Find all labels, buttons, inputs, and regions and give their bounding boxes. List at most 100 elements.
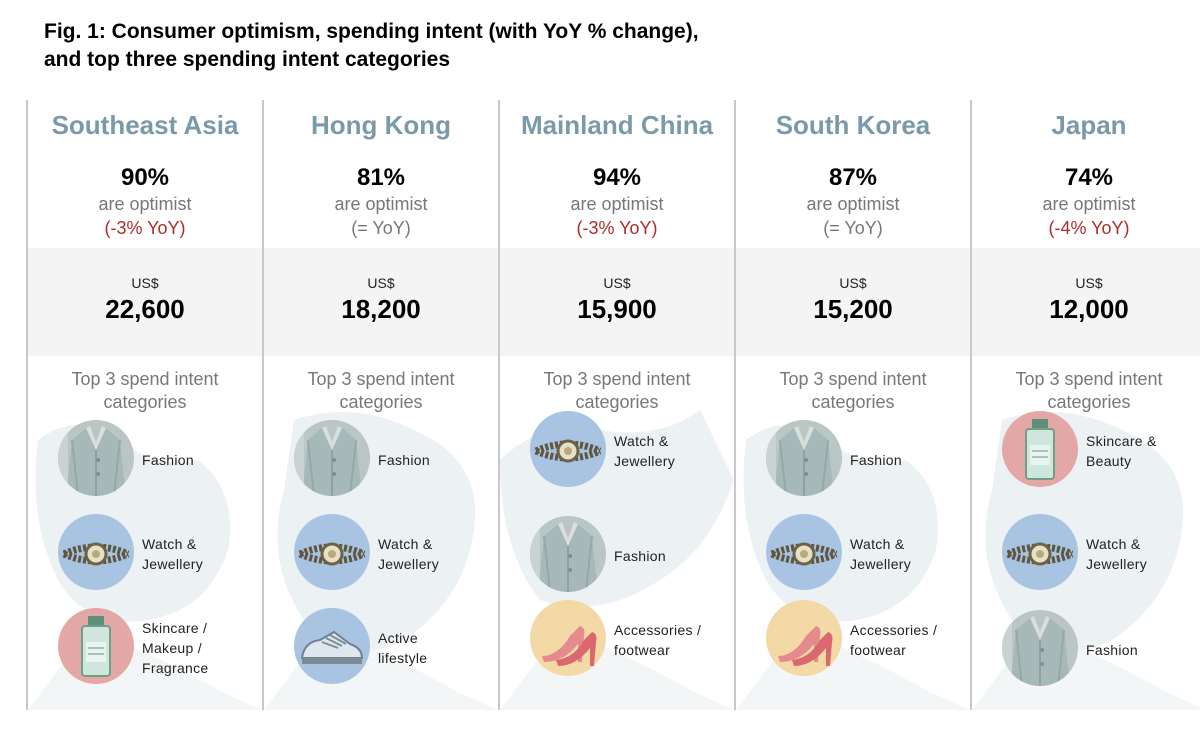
category-line: Jewellery (850, 556, 912, 572)
category-line: Jewellery (614, 453, 676, 469)
column-divider (734, 100, 736, 710)
category-line: Beauty (1086, 453, 1132, 469)
category-label: Fashion (142, 450, 258, 470)
category-line: Jewellery (378, 556, 440, 572)
category-item: Watch & Jewellery (530, 411, 730, 491)
fashion-icon (766, 420, 842, 496)
column-divider (498, 100, 500, 710)
watch-icon (1002, 514, 1078, 590)
top3-heading-line2: categories (575, 392, 659, 412)
currency-label: US$ (367, 275, 395, 291)
region-name: Hong Kong (310, 110, 452, 140)
top3-heading: Top 3 spend intent categories (736, 368, 970, 414)
top3-heading: Top 3 spend intent categories (500, 368, 734, 414)
category-item: Skincare / Makeup / Fragrance (58, 608, 258, 688)
optimism-value: 87% (828, 164, 878, 191)
currency-label: US$ (131, 275, 159, 291)
currency-label: US$ (1075, 275, 1103, 291)
category-line: Jewellery (142, 556, 204, 572)
category-line: Skincare / (142, 620, 208, 636)
watch-icon (766, 514, 842, 590)
region-name: South Korea (775, 110, 931, 140)
yoy-change: (-3% YoY) (104, 218, 186, 238)
optimist-label: are optimist (98, 194, 192, 214)
optimism-value: 74% (1064, 164, 1114, 191)
category-line: Fashion (1086, 642, 1138, 658)
category-item: Fashion (294, 420, 494, 500)
spend-value: 22,600 (105, 294, 185, 324)
region-name: Southeast Asia (51, 110, 239, 140)
chart-title-line1: Fig. 1: Consumer optimism, spending inte… (44, 20, 699, 43)
top3-heading-line1: Top 3 spend intent (71, 369, 219, 389)
category-label: Active lifestyle (378, 628, 494, 668)
currency-label: US$ (603, 275, 631, 291)
top3-heading-line2: categories (1047, 392, 1131, 412)
category-label: Accessories / footwear (850, 620, 966, 660)
category-line: footwear (614, 642, 671, 658)
column-divider (970, 100, 972, 710)
category-item: Skincare & Beauty (1002, 411, 1200, 491)
top3-heading-line2: categories (339, 392, 423, 412)
category-item: Fashion (1002, 610, 1200, 690)
category-label: Watch & Jewellery (1086, 534, 1200, 574)
category-item: Watch & Jewellery (766, 514, 966, 594)
category-label: Watch & Jewellery (850, 534, 966, 574)
column-divider (262, 100, 264, 710)
category-line: Watch & (614, 433, 669, 449)
optimism-value: 81% (356, 164, 406, 191)
category-line: Watch & (850, 536, 905, 552)
currency-label: US$ (839, 275, 867, 291)
top3-heading-line1: Top 3 spend intent (779, 369, 927, 389)
yoy-change: (= YoY) (823, 218, 883, 238)
watch-icon (294, 514, 370, 590)
category-line: Accessories / (850, 622, 938, 638)
spend-value: 15,200 (813, 294, 893, 324)
category-label: Accessories / footwear (614, 620, 730, 660)
spend-value: 18,200 (341, 294, 421, 324)
category-line: Makeup / (142, 640, 202, 656)
category-line: footwear (850, 642, 907, 658)
category-line: Fragrance (142, 660, 209, 676)
yoy-change: (-3% YoY) (576, 218, 658, 238)
optimism-value: 90% (120, 164, 170, 191)
category-line: Watch & (1086, 536, 1141, 552)
region-column: South Korea 87% are optimist (= YoY) US$ 15,2… (736, 100, 970, 710)
category-item: Active lifestyle (294, 608, 494, 688)
region-column: Mainland China 94% are optimist (-3% YoY) US… (500, 100, 734, 710)
fashion-icon (530, 516, 606, 592)
top3-heading-line1: Top 3 spend intent (1015, 369, 1163, 389)
top3-heading: Top 3 spend intent categories (28, 368, 262, 414)
watch-icon (58, 514, 134, 590)
heels-icon (766, 600, 842, 676)
category-label: Fashion (378, 450, 494, 470)
sneaker-icon (294, 608, 370, 684)
category-label: Skincare & Beauty (1086, 431, 1200, 471)
category-item: Fashion (766, 420, 966, 500)
category-line: lifestyle (378, 650, 428, 666)
optimism-value: 94% (592, 164, 642, 191)
category-item: Watch & Jewellery (58, 514, 258, 594)
spend-value: 12,000 (1049, 294, 1129, 324)
category-label: Fashion (850, 450, 966, 470)
category-line: Fashion (850, 452, 902, 468)
optimist-label: are optimist (806, 194, 900, 214)
optimist-label: are optimist (334, 194, 428, 214)
optimist-label: are optimist (570, 194, 664, 214)
top3-heading-line2: categories (103, 392, 187, 412)
category-line: Fashion (378, 452, 430, 468)
category-label: Watch & Jewellery (614, 431, 730, 471)
category-line: Skincare & (1086, 433, 1157, 449)
top3-heading: Top 3 spend intent categories (972, 368, 1200, 414)
category-label: Watch & Jewellery (378, 534, 494, 574)
category-line: Watch & (142, 536, 197, 552)
yoy-change: (= YoY) (351, 218, 411, 238)
top3-heading-line1: Top 3 spend intent (307, 369, 455, 389)
category-line: Fashion (142, 452, 194, 468)
chart-title: Fig. 1: Consumer optimism, spending inte… (44, 18, 699, 74)
category-item: Accessories / footwear (530, 600, 730, 680)
category-label: Fashion (1086, 640, 1200, 660)
heels-icon (530, 600, 606, 676)
category-line: Active (378, 630, 418, 646)
top3-heading-line2: categories (811, 392, 895, 412)
category-label: Skincare / Makeup / Fragrance (142, 618, 258, 678)
